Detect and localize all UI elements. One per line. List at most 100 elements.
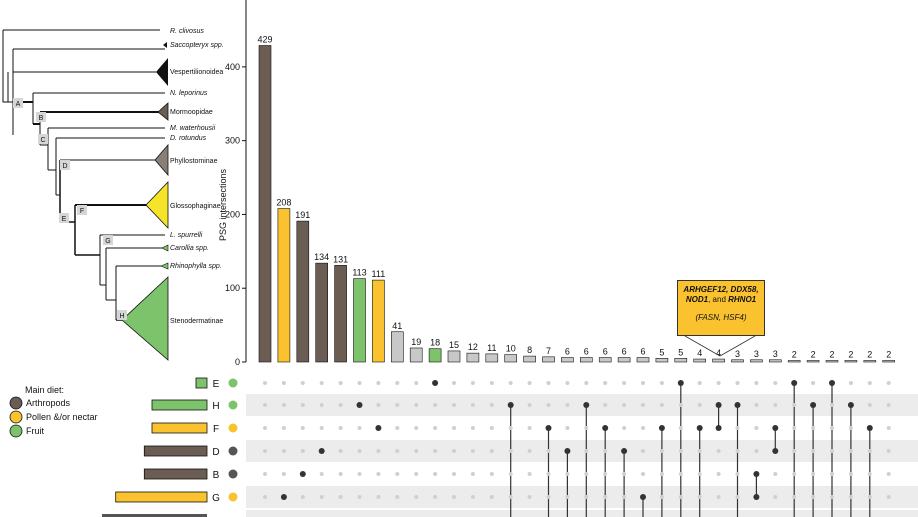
node-letter: B (39, 115, 44, 122)
bar-value-label: 134 (314, 252, 329, 262)
set-size-bar (195, 377, 208, 389)
matrix-dot (489, 495, 494, 499)
matrix-dot (754, 426, 759, 430)
matrix-dot (452, 381, 456, 385)
bar (882, 360, 896, 363)
matrix-dot (584, 472, 589, 476)
matrix-dot (433, 495, 438, 499)
matrix-dot (489, 472, 494, 476)
matrix-dot (395, 403, 400, 407)
matrix-dot-active (753, 471, 760, 477)
matrix-dot (338, 426, 343, 430)
bar (617, 357, 631, 363)
node-letter: E (62, 216, 67, 223)
annotation-genes-line1: ARHGEF12, DDX58, (683, 285, 759, 294)
matrix-dot (338, 381, 343, 385)
matrix-dot-active (866, 425, 873, 431)
matrix-dot (848, 426, 853, 430)
legend-swatch (9, 424, 23, 438)
bar-value-label: 6 (622, 347, 627, 357)
node-letter: H (119, 313, 124, 320)
matrix-dot (527, 495, 532, 499)
set-label: F (213, 424, 219, 435)
matrix-dot (433, 449, 438, 453)
bar-value-label: 2 (848, 350, 853, 360)
matrix-dot (565, 495, 570, 499)
matrix-dot (603, 403, 608, 407)
matrix-dot (641, 426, 645, 430)
bar (579, 357, 593, 363)
matrix-dot (357, 381, 362, 385)
bar-value-label: 19 (411, 337, 421, 347)
matrix-dot (792, 426, 797, 430)
taxon-label: N. leporinus (170, 90, 208, 97)
matrix-dot (735, 426, 740, 430)
node-label-H: H (117, 310, 127, 320)
matrix-dot (546, 403, 551, 407)
matrix-dot (848, 449, 853, 453)
matrix-dot (811, 449, 816, 453)
diet-icon (228, 492, 238, 502)
matrix-dot (263, 495, 267, 499)
matrix-dot (622, 495, 627, 499)
taxon-label: M. waterhousii (170, 125, 216, 132)
bar-value-label: 18 (430, 338, 440, 348)
matrix-dot (622, 403, 627, 407)
matrix-dot (641, 449, 645, 453)
matrix-dot (830, 426, 834, 430)
bar (674, 358, 688, 363)
matrix-dot (281, 472, 286, 476)
bar (712, 358, 725, 363)
matrix-dot (527, 472, 532, 476)
matrix-dot (470, 426, 475, 430)
matrix-dot (357, 426, 362, 430)
matrix-dot (357, 472, 362, 476)
diet-icon (228, 378, 238, 388)
matrix-dot (697, 403, 702, 407)
matrix-dot-active (658, 425, 665, 431)
clade-phyllostominae (154, 143, 169, 177)
matrix-dot (414, 426, 419, 430)
bar (655, 358, 669, 363)
matrix-dot (300, 403, 305, 407)
legend-item-label: Fruit (26, 426, 44, 436)
matrix-dot (546, 472, 551, 476)
matrix-dot (754, 449, 759, 453)
node-letter: F (80, 208, 84, 215)
bar (277, 208, 291, 363)
y-tick-label: 0 (235, 357, 240, 367)
matrix-dot (697, 381, 702, 385)
bar-value-label: 7 (546, 346, 551, 356)
bar (598, 357, 612, 363)
bar-value-label: 3 (773, 349, 778, 359)
matrix-dot (376, 495, 381, 499)
annotation-and: , and (708, 295, 729, 304)
matrix-dot (603, 449, 608, 453)
matrix-dot (527, 381, 532, 385)
node-label-D: D (60, 160, 70, 170)
matrix-dot (489, 449, 494, 453)
matrix-dot (678, 472, 683, 476)
matrix-dot (546, 449, 551, 453)
bar-value-label: 2 (811, 350, 816, 360)
matrix-dot (470, 449, 475, 453)
matrix-dot (622, 381, 627, 385)
bar-value-label: 131 (333, 254, 348, 264)
matrix-dot (867, 472, 872, 476)
matrix-dot (867, 495, 872, 499)
matrix-dot (754, 403, 759, 407)
bar (806, 360, 820, 363)
bar (409, 347, 423, 363)
matrix-dot (641, 472, 645, 476)
matrix-dot (508, 472, 513, 476)
matrix-dot (300, 495, 305, 499)
set-label: E (213, 379, 220, 390)
matrix-dot-active (583, 402, 590, 408)
matrix-dot (263, 403, 267, 407)
set-label: B (213, 470, 220, 481)
bar-value-label: 4 (716, 348, 721, 358)
matrix-dot (319, 381, 324, 385)
matrix-row-stripe (246, 440, 918, 462)
matrix-dot (527, 426, 532, 430)
bar (825, 360, 839, 363)
